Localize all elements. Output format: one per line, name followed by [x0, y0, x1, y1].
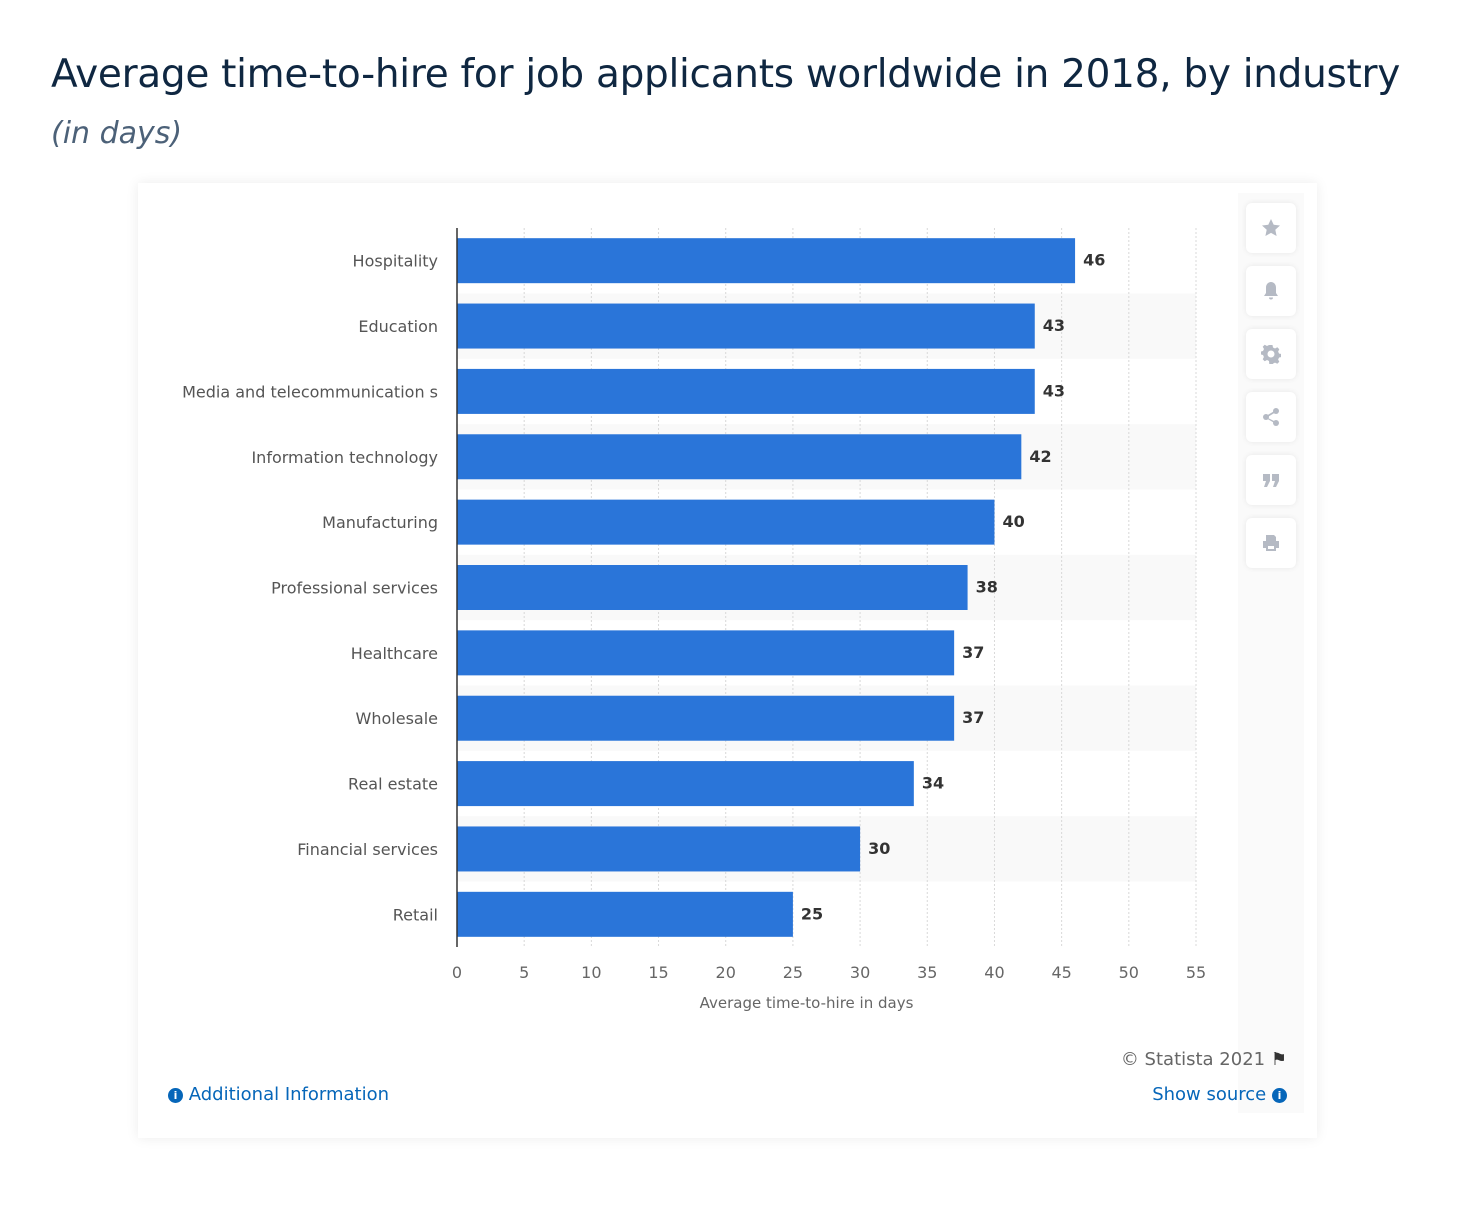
- cite-button[interactable]: [1246, 455, 1296, 505]
- settings-button[interactable]: [1246, 329, 1296, 379]
- data-label: 34: [922, 774, 944, 793]
- bar: [457, 565, 968, 610]
- data-label: 25: [801, 904, 823, 923]
- bar: [457, 891, 793, 937]
- info-icon: i: [1272, 1088, 1287, 1103]
- x-tick-label: 15: [648, 963, 668, 982]
- x-tick-label: 10: [581, 963, 601, 982]
- bar: [457, 434, 1022, 480]
- y-tick-label: Hospitality: [353, 252, 438, 271]
- copyright: © Statista 2021 ⚑: [1121, 1049, 1287, 1070]
- x-tick-label: 0: [452, 963, 462, 982]
- bar: [457, 368, 1035, 414]
- y-tick-label: Retail: [393, 905, 438, 924]
- chart-title: Average time-to-hire for job applicants …: [51, 52, 1401, 97]
- print-button[interactable]: [1246, 518, 1296, 568]
- data-label: 37: [962, 708, 984, 727]
- share-button[interactable]: [1246, 392, 1296, 442]
- data-label: 40: [1002, 512, 1024, 531]
- data-label: 43: [1043, 381, 1065, 400]
- data-label: 37: [962, 643, 984, 662]
- data-label: 46: [1083, 251, 1105, 270]
- x-tick-label: 45: [1051, 963, 1071, 982]
- print-icon: [1263, 535, 1279, 551]
- flag-icon[interactable]: ⚑: [1270, 1049, 1287, 1070]
- y-tick-label: Manufacturing: [322, 513, 438, 532]
- bar: [457, 238, 1076, 284]
- show-source-link[interactable]: Show source i: [1152, 1084, 1287, 1105]
- x-tick-label: 30: [850, 963, 870, 982]
- y-tick-label: Financial services: [297, 840, 438, 859]
- additional-information-link[interactable]: i Additional Information: [168, 1084, 389, 1105]
- star-icon: [1262, 219, 1280, 236]
- bar: [457, 303, 1035, 349]
- chart-card: 0 5 10 15 20 25 30 35 40 45 50 55 46 Hospitality 43 Edu…: [138, 183, 1317, 1138]
- quote-icon: [1263, 474, 1279, 487]
- y-tick-label: Information technology: [251, 448, 438, 467]
- bar: [457, 499, 995, 545]
- show-source-text: Show source: [1152, 1084, 1267, 1105]
- bar: [457, 826, 861, 872]
- x-tick-label: 25: [783, 963, 803, 982]
- data-label: 42: [1029, 447, 1051, 466]
- bar: [457, 761, 914, 807]
- y-tick-label: Professional services: [271, 579, 438, 598]
- x-tick-label: 5: [519, 963, 529, 982]
- data-label: 43: [1043, 316, 1065, 335]
- share-icon: [1263, 408, 1279, 426]
- y-tick-label: Real estate: [348, 775, 438, 794]
- additional-information-text: Additional Information: [188, 1084, 390, 1105]
- y-tick-label: Healthcare: [351, 644, 438, 663]
- data-label: 30: [868, 839, 890, 858]
- x-axis-label: Average time-to-hire in days: [700, 994, 914, 1012]
- y-tick-label: Wholesale: [356, 709, 438, 728]
- x-tick-label: 40: [984, 963, 1004, 982]
- x-tick-label: 50: [1119, 963, 1139, 982]
- copyright-text: © Statista 2021: [1120, 1049, 1266, 1070]
- bell-icon: [1264, 282, 1278, 300]
- bar-chart: 0 5 10 15 20 25 30 35 40 45 50 55 46 Hospitality 43 Edu…: [182, 228, 1206, 1012]
- data-label: 38: [976, 578, 998, 597]
- x-tick-label: 20: [716, 963, 736, 982]
- bar: [457, 695, 955, 741]
- favorite-button[interactable]: [1246, 203, 1296, 253]
- y-tick-label: Media and telecommunication s: [182, 382, 438, 401]
- gear-icon: [1261, 344, 1281, 364]
- chart-subtitle: (in days): [51, 116, 183, 151]
- info-icon: i: [168, 1088, 183, 1103]
- x-tick-label: 55: [1186, 963, 1206, 982]
- bar: [457, 630, 955, 676]
- x-tick-label: 35: [917, 963, 937, 982]
- notification-button[interactable]: [1246, 266, 1296, 316]
- y-tick-label: Education: [358, 317, 438, 336]
